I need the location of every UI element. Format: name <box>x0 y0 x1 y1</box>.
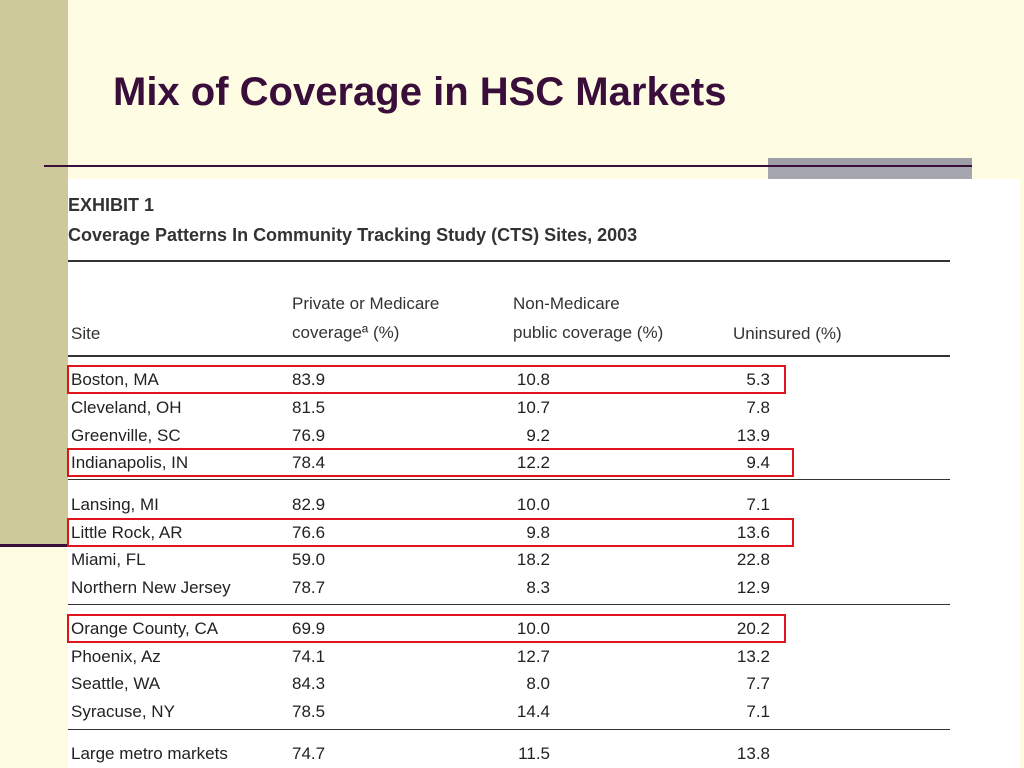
table-row: Orange County, CA 69.9 10.0 20.2 <box>68 615 950 643</box>
cell-site: Boston, MA <box>71 370 159 389</box>
column-header-site: Site <box>71 324 101 343</box>
cell-uninsured: 12.9 <box>736 578 770 597</box>
cell-site: Miami, FL <box>71 550 146 569</box>
cell-uninsured: 20.2 <box>736 619 770 638</box>
cell-uninsured: 13.8 <box>736 744 770 763</box>
cell-uninsured: 9.4 <box>746 453 770 472</box>
table-row: Northern New Jersey 78.7 8.3 12.9 <box>68 574 950 602</box>
exhibit-image: EXHIBIT 1 Coverage Patterns In Community… <box>67 179 1020 768</box>
column-header-public-line1: Non-Medicare <box>513 294 620 313</box>
cell-private-coverage: 59.0 <box>292 550 326 569</box>
group-rule-1 <box>68 479 950 480</box>
group-rule-3 <box>68 729 950 730</box>
exhibit-subheading: Coverage Patterns In Community Tracking … <box>68 225 638 245</box>
column-header-private-line1: Private or Medicare <box>292 294 440 313</box>
cell-private-coverage: 78.7 <box>292 578 326 597</box>
title-rule-accent <box>768 158 972 166</box>
cell-public-coverage: 11.5 <box>518 744 550 763</box>
cell-private-coverage: 84.3 <box>292 674 326 693</box>
cell-site: Lansing, MI <box>71 495 159 514</box>
cell-private-coverage: 78.5 <box>292 702 326 721</box>
cell-site: Greenville, SC <box>71 426 181 445</box>
table-row: Greenville, SC 76.9 9.2 13.9 <box>68 422 950 450</box>
cell-uninsured: 7.1 <box>746 495 770 514</box>
cell-site: Orange County, CA <box>71 619 219 638</box>
title-rule-accent-lower <box>768 167 972 179</box>
cell-uninsured: 22.8 <box>736 550 770 569</box>
cell-public-coverage: 14.4 <box>516 702 550 721</box>
cell-private-coverage: 81.5 <box>292 398 326 417</box>
highlight-box <box>67 518 794 547</box>
column-header-public: Non-Medicare public coverage (%) <box>513 289 663 347</box>
cell-public-coverage: 10.7 <box>516 398 550 417</box>
cell-site: Cleveland, OH <box>71 398 182 417</box>
cell-private-coverage: 76.9 <box>292 426 326 445</box>
highlight-box <box>67 365 786 394</box>
cell-public-coverage: 10.8 <box>516 370 550 389</box>
column-header-uninsured: Uninsured (%) <box>733 324 842 343</box>
cell-public-coverage: 12.2 <box>516 453 550 472</box>
cell-public-coverage: 8.0 <box>526 674 550 693</box>
cell-uninsured: 7.8 <box>746 398 770 417</box>
title-divider <box>44 165 972 167</box>
cell-site: Northern New Jersey <box>71 578 231 597</box>
cell-uninsured: 13.9 <box>736 426 770 445</box>
cell-private-coverage: 74.1 <box>292 647 326 666</box>
table-row: Syracuse, NY 78.5 14.4 7.1 <box>68 698 950 726</box>
table-row: Cleveland, OH 81.5 10.7 7.8 <box>68 394 950 422</box>
column-header-private: Private or Medicare coverageª (%) <box>292 289 439 347</box>
cell-uninsured: 13.6 <box>736 523 770 542</box>
cell-site: Large metro markets <box>71 744 228 763</box>
cell-site: Phoenix, Az <box>71 647 161 666</box>
exhibit-heading: EXHIBIT 1 <box>68 195 155 215</box>
cell-public-coverage: 18.2 <box>516 550 550 569</box>
left-decorative-band <box>0 0 68 545</box>
cell-uninsured: 13.2 <box>736 647 770 666</box>
cell-site: Little Rock, AR <box>71 523 183 542</box>
highlight-box <box>67 448 794 477</box>
slide-title: Mix of Coverage in HSC Markets <box>113 70 727 114</box>
cell-private-coverage: 78.4 <box>292 453 326 472</box>
cell-site: Syracuse, NY <box>71 702 175 721</box>
table-row: Miami, FL 59.0 18.2 22.8 <box>68 546 950 574</box>
column-header-private-line2: coverageª (%) <box>292 323 400 342</box>
table-row: Seattle, WA 84.3 8.0 7.7 <box>68 670 950 698</box>
table-row: Indianapolis, IN 78.4 12.2 9.4 <box>68 449 950 477</box>
table-row: Boston, MA 83.9 10.8 5.3 <box>68 366 950 394</box>
table-row: Large metro markets 74.7 11.5 13.8 <box>68 740 950 768</box>
cell-public-coverage: 12.7 <box>516 647 550 666</box>
header-bottom-rule <box>68 355 950 357</box>
cell-private-coverage: 76.6 <box>292 523 326 542</box>
table-row: Phoenix, Az 74.1 12.7 13.2 <box>68 643 950 671</box>
cell-public-coverage: 9.2 <box>526 426 550 445</box>
cell-public-coverage: 10.0 <box>516 619 550 638</box>
cell-public-coverage: 10.0 <box>516 495 550 514</box>
table-top-rule <box>68 260 950 262</box>
group-rule-2 <box>68 604 950 605</box>
cell-public-coverage: 8.3 <box>526 578 550 597</box>
cell-public-coverage: 9.8 <box>526 523 550 542</box>
cell-site: Seattle, WA <box>71 674 161 693</box>
cell-site: Indianapolis, IN <box>71 453 189 472</box>
cell-uninsured: 7.1 <box>746 702 770 721</box>
cell-uninsured: 5.3 <box>746 370 770 389</box>
cell-uninsured: 7.7 <box>746 674 770 693</box>
table-row: Little Rock, AR 76.6 9.8 13.6 <box>68 519 950 547</box>
cell-private-coverage: 69.9 <box>292 619 326 638</box>
table-row: Lansing, MI 82.9 10.0 7.1 <box>68 491 950 519</box>
cell-private-coverage: 74.7 <box>292 744 326 763</box>
column-header-public-line2: public coverage (%) <box>513 323 664 342</box>
cell-private-coverage: 83.9 <box>292 370 326 389</box>
highlight-box <box>67 614 786 643</box>
cell-private-coverage: 82.9 <box>292 495 326 514</box>
left-band-underline <box>0 544 68 547</box>
